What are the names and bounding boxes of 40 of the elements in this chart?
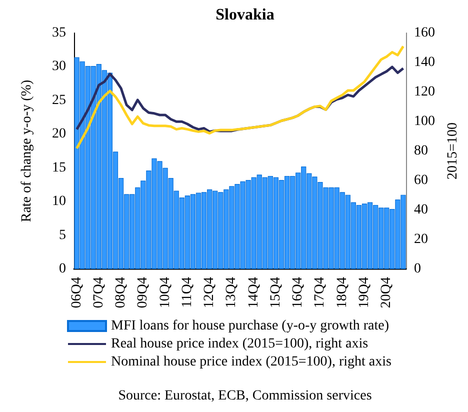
y-tick-label: 30: [52, 59, 66, 74]
legend-label: Nominal house price index (2015=100), right axis: [111, 354, 392, 370]
y2-tick-label: 0: [414, 262, 421, 276]
y2-tick-label: 40: [414, 202, 428, 218]
x-tick-label: 13Q4: [224, 277, 240, 308]
y2-tick-label: 100: [414, 114, 435, 129]
x-tick-label: 16Q4: [290, 277, 306, 308]
y-tick-label: 10: [52, 194, 66, 210]
y-tick-label: 25: [52, 92, 66, 108]
y2-tick-label: 20: [414, 232, 428, 247]
y-axis-title: Rate of change y-o-y (%): [20, 80, 34, 222]
y-tick-label: 20: [52, 126, 66, 142]
y2-tick-label: 80: [414, 144, 428, 158]
x-tick-label: 06Q4: [69, 277, 84, 308]
y2-tick-label: 120: [414, 84, 435, 100]
x-tick-label: 18Q4: [334, 277, 350, 308]
x-tick-label: 19Q4: [357, 277, 372, 308]
y2-tick-label: 140: [414, 55, 435, 70]
x-tick-label: 17Q4: [312, 277, 328, 308]
y-tick-label: 15: [52, 160, 66, 176]
x-tick-label: 11Q4: [180, 277, 195, 308]
line-series: [76, 45, 404, 150]
legend-label: MFI loans for house purchase (y-o-y growth rate): [111, 318, 390, 334]
x-tick-label: 14Q4: [246, 277, 262, 308]
x-tick-label: 15Q4: [268, 277, 284, 308]
x-tick-label: 12Q4: [202, 277, 218, 308]
y2-tick-label: 160: [414, 26, 435, 40]
legend-label: Real house price index (2015=100), right axis: [111, 336, 368, 352]
x-tick-label: 10Q4: [158, 277, 173, 308]
x-tick-label: 08Q4: [114, 277, 129, 308]
y-tick-label: 35: [52, 26, 66, 40]
x-tick-label: 20Q4: [379, 277, 394, 308]
x-tick-label: 07Q4: [91, 277, 106, 308]
source-note: Source: Eurostat, ECB, Commission services: [118, 388, 372, 404]
x-tick-label: 09Q4: [136, 277, 151, 308]
y2-tick-label: 60: [414, 173, 428, 188]
chart-title: Slovakia: [216, 6, 274, 24]
y-tick-label: 5: [59, 228, 66, 243]
y-tick-label: 0: [59, 262, 66, 276]
y2-axis-title: 2015=100: [445, 122, 460, 180]
